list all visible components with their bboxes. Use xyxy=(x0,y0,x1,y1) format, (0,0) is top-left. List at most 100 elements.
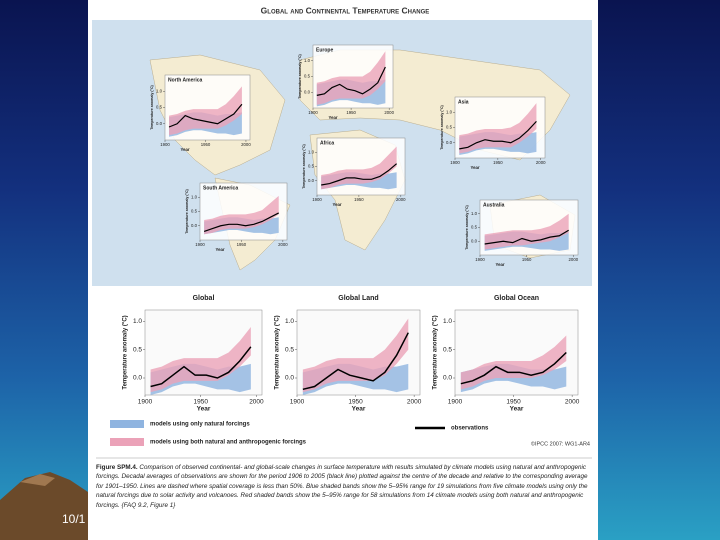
panel-title: Australia xyxy=(483,202,505,208)
y-tick-label: 1.0 xyxy=(191,194,198,199)
x-tick-label: 1950 xyxy=(346,110,356,115)
x-axis-label: Year xyxy=(180,147,189,152)
x-tick-label: 1900 xyxy=(290,399,305,406)
observations-line xyxy=(150,346,252,388)
y-axis-label: Temperature anomaly (°C) xyxy=(185,188,189,233)
y-axis-label: Temperature anomaly (°C) xyxy=(302,143,306,188)
x-tick-label: 1900 xyxy=(160,142,170,147)
observations-line xyxy=(460,351,567,385)
legend-swatch xyxy=(110,420,144,428)
legend-label: observations xyxy=(451,426,489,432)
model-band xyxy=(459,103,537,154)
y-tick-label: 0.0 xyxy=(133,375,142,382)
x-tick-label: 1950 xyxy=(201,142,211,147)
y-tick-label: 0.5 xyxy=(443,346,452,353)
x-axis-label: Year xyxy=(328,115,337,120)
y-tick-label: 0.5 xyxy=(156,105,163,110)
y-tick-label: 0.5 xyxy=(308,164,315,169)
y-tick-label: 0.0 xyxy=(304,89,311,94)
y-axis-label: Temperature anomaly (°C) xyxy=(298,53,302,98)
x-tick-label: 1900 xyxy=(195,242,205,247)
y-tick-label: 0.5 xyxy=(133,346,142,353)
y-tick-label: 1.0 xyxy=(308,149,315,154)
x-axis-label: Year xyxy=(215,247,224,252)
legend-swatch xyxy=(110,438,144,446)
x-tick-label: 1950 xyxy=(522,257,532,262)
y-tick-label: 0.5 xyxy=(304,74,311,79)
y-tick-label: 0.0 xyxy=(191,223,198,228)
panel-title: Global xyxy=(193,295,215,302)
observations-line xyxy=(203,212,279,233)
y-tick-label: 1.0 xyxy=(471,211,478,216)
x-axis-label: Year xyxy=(352,406,366,413)
y-tick-label: 0.5 xyxy=(471,225,478,230)
model-band xyxy=(204,195,279,235)
panel-title: Africa xyxy=(320,140,334,146)
x-axis-label: Year xyxy=(510,406,524,413)
x-tick-label: 2000 xyxy=(278,242,288,247)
slide-date: 10/1 xyxy=(62,512,86,526)
x-tick-label: 1950 xyxy=(237,242,247,247)
x-tick-label: 2000 xyxy=(407,399,422,406)
copyright: ©IPCC 2007: WG1-AR4 xyxy=(531,440,590,447)
x-axis-label: Year xyxy=(197,406,211,413)
y-axis-label: Temperature anomaly (°C) xyxy=(150,84,154,129)
panel-title: Global Ocean xyxy=(494,295,539,302)
x-tick-label: 1900 xyxy=(312,197,322,202)
y-axis-label: Temperature anomaly (°C) xyxy=(433,315,439,389)
y-tick-label: 0.0 xyxy=(285,375,294,382)
y-tick-label: 0.0 xyxy=(443,375,452,382)
observations-line xyxy=(459,120,537,150)
x-tick-label: 2000 xyxy=(384,110,394,115)
x-axis-label: Year xyxy=(332,202,341,207)
mountain-highlight xyxy=(20,474,55,486)
y-axis-label: Temperature anomaly (°C) xyxy=(465,204,469,249)
caption-label: Figure SPM.4. xyxy=(96,464,138,471)
caption-text: Comparison of observed continental- and … xyxy=(96,464,588,509)
y-tick-label: 1.0 xyxy=(285,318,294,325)
y-tick-label: 1.0 xyxy=(446,109,453,114)
y-axis-label: Temperature anomaly (°C) xyxy=(275,315,281,389)
y-tick-label: 0.0 xyxy=(308,178,315,183)
model-band xyxy=(321,146,397,190)
x-tick-label: 2000 xyxy=(569,257,579,262)
panel-title: Europe xyxy=(316,47,333,53)
x-tick-label: 2000 xyxy=(249,399,264,406)
observations-line xyxy=(302,332,409,391)
panel-title: Asia xyxy=(458,99,469,105)
x-tick-label: 1950 xyxy=(506,399,521,406)
x-tick-label: 1950 xyxy=(348,399,363,406)
legend-label: models using both natural and anthropoge… xyxy=(150,440,307,446)
observations-line xyxy=(316,66,386,96)
x-axis-label: Year xyxy=(495,262,504,267)
model-band xyxy=(150,327,251,393)
x-tick-label: 2000 xyxy=(565,399,580,406)
y-tick-label: 1.0 xyxy=(156,88,163,93)
y-tick-label: 0.5 xyxy=(446,125,453,130)
x-tick-label: 1900 xyxy=(138,399,153,406)
y-tick-label: 0.0 xyxy=(446,140,453,145)
y-tick-label: 1.0 xyxy=(443,318,452,325)
figure-caption: Figure SPM.4. Comparison of observed con… xyxy=(96,463,590,510)
panel-title: South America xyxy=(203,185,238,191)
x-tick-label: 1900 xyxy=(475,257,485,262)
y-tick-label: 0.5 xyxy=(285,346,294,353)
x-tick-label: 1900 xyxy=(450,160,460,165)
y-axis-label: Temperature anomaly (°C) xyxy=(440,104,444,149)
model-band xyxy=(484,213,569,250)
x-tick-label: 2000 xyxy=(536,160,546,165)
model-band xyxy=(316,51,386,105)
x-tick-label: 1950 xyxy=(493,160,503,165)
legend-label: models using only natural forcings xyxy=(150,422,250,428)
y-tick-label: 0.0 xyxy=(156,121,163,126)
x-tick-label: 1950 xyxy=(354,197,364,202)
x-tick-label: 2000 xyxy=(396,197,406,202)
panel-title: Global Land xyxy=(338,295,378,302)
x-tick-label: 1900 xyxy=(308,110,318,115)
model-band xyxy=(460,335,567,390)
y-tick-label: 0.0 xyxy=(471,238,478,243)
y-tick-label: 1.0 xyxy=(133,318,142,325)
